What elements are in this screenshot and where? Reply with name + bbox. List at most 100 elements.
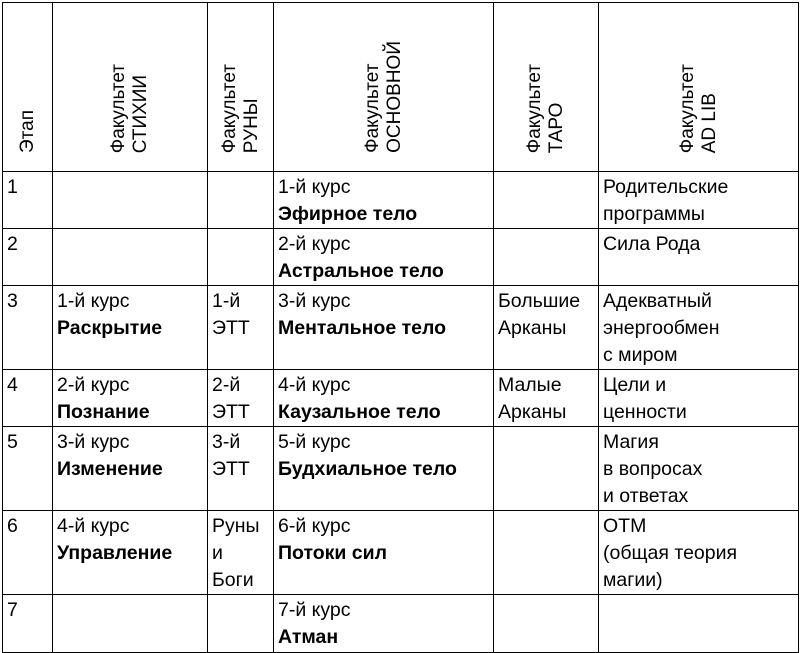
course-title: Изменение	[57, 458, 163, 480]
table-cell	[52, 228, 208, 286]
table-cell: Большие Арканы	[493, 285, 599, 370]
cell-text: энергообмен	[603, 317, 720, 339]
header-line: Факультет	[524, 63, 545, 153]
table-cell: Родительские программы	[598, 171, 799, 229]
cell-text: 2-й курс	[57, 374, 130, 396]
table-cell: 2-й курс Познание	[52, 369, 208, 427]
header-cell: Факультет ТАРО	[493, 2, 599, 172]
cell-text: 3-й курс	[57, 431, 130, 453]
course-title: Астральное тело	[278, 260, 444, 282]
cell-text: ЭТТ	[212, 317, 250, 339]
table-cell	[493, 510, 599, 595]
cell-text: Родительские	[603, 176, 729, 198]
table-cell	[207, 228, 274, 286]
table-cell	[52, 594, 208, 653]
course-title: Потоки сил	[278, 542, 388, 564]
course-title: Управление	[57, 542, 173, 564]
header-text: Факультет РУНЫ	[219, 64, 263, 153]
table-cell: 4-й курс Каузальное тело	[273, 369, 494, 427]
table-body: 1 1-й курс Эфирное тело Родительские програм…	[2, 171, 799, 653]
table-cell: 4	[2, 369, 53, 427]
cell-text: 1-й	[212, 290, 241, 312]
table-row: 5 3-й курс Изменение 3-й ЭТТ 5-й курс Будхиаль…	[2, 426, 799, 511]
cell-text: и	[212, 542, 223, 564]
cell-text: с миром	[603, 344, 678, 366]
table-cell: 7	[2, 594, 53, 653]
cell-text: 6-й курс	[278, 515, 351, 537]
table-cell: Цели и ценности	[598, 369, 799, 427]
table-cell	[598, 594, 799, 653]
table-row: 7 7-й курс Атман	[2, 594, 799, 653]
table-cell: Адекватный энергообмен с миром	[598, 285, 799, 370]
header-text: Этап	[17, 110, 39, 153]
table-cell: 3-й ЭТТ	[207, 426, 274, 511]
header-text: Факультет ОСНОВНОЙ	[362, 41, 406, 153]
cell-text: и ответах	[603, 485, 689, 507]
table-cell: 3-й курс Ментальное тело	[273, 285, 494, 370]
table-row: 6 4-й курс Управление Руны и Боги 6-й курс Пото…	[2, 510, 799, 595]
table-cell: 5	[2, 426, 53, 511]
cell-text: 3	[7, 290, 18, 312]
table-cell	[52, 171, 208, 229]
cell-text: 3-й	[212, 431, 241, 453]
cell-text: 7	[7, 599, 18, 621]
cell-text: Магия	[603, 431, 659, 453]
table-cell	[493, 228, 599, 286]
course-title: Раскрытие	[57, 317, 163, 339]
table-cell	[207, 594, 274, 653]
cell-text: Руны	[212, 515, 260, 537]
course-title: Эфирное тело	[278, 203, 418, 225]
table-cell: 3-й курс Изменение	[52, 426, 208, 511]
table-cell	[493, 594, 599, 653]
header-line: Факультет	[361, 63, 383, 153]
table-cell: ОТМ (общая теория магии)	[598, 510, 799, 595]
table-cell: 7-й курс Атман	[273, 594, 494, 653]
course-title: Каузальное тело	[278, 401, 441, 423]
cell-text: Арканы	[498, 317, 567, 339]
table-row: 4 2-й курс Познание 2-й ЭТТ 4-й курс Каузально…	[2, 369, 799, 427]
cell-text: ценности	[603, 401, 687, 423]
table-cell: 5-й курс Будхиальное тело	[273, 426, 494, 511]
cell-text: программы	[603, 203, 705, 225]
header-line: Этап	[16, 109, 38, 153]
cell-text: магии)	[603, 569, 663, 591]
course-title: Атман	[278, 626, 339, 648]
table-cell: Руны и Боги	[207, 510, 274, 595]
cell-text: 3-й курс	[278, 290, 351, 312]
cell-text: 1	[7, 176, 18, 198]
header-line: Факультет	[676, 63, 698, 153]
table-cell: 2-й курс Астральное тело	[273, 228, 494, 286]
header-text: Факультет ТАРО	[524, 64, 568, 153]
cell-text: 1-й курс	[278, 176, 351, 198]
cell-text: ОТМ	[603, 515, 647, 537]
header-row: Этап Факультет СТИХИИ Факультет РУНЫ Факульте…	[2, 2, 799, 172]
course-title: Ментальное тело	[278, 317, 447, 339]
table-cell: 6	[2, 510, 53, 595]
cell-text: (общая теория	[603, 542, 738, 564]
header-cell: Факультет ОСНОВНОЙ	[273, 2, 494, 172]
header-line: ТАРО	[546, 102, 567, 153]
table-cell: 4-й курс Управление	[52, 510, 208, 595]
header-line: AD LIB	[698, 92, 720, 153]
cell-text: 7-й курс	[278, 599, 351, 621]
cell-text: ЭТТ	[212, 458, 250, 480]
header-line: Факультет	[108, 63, 129, 153]
cell-text: Цели и	[603, 374, 667, 396]
table-cell: 2	[2, 228, 53, 286]
table-row: 1 1-й курс Эфирное тело Родительские програм…	[2, 171, 799, 229]
course-title: Будхиальное тело	[278, 458, 457, 480]
cell-text: Арканы	[498, 401, 567, 423]
table-cell: 3	[2, 285, 53, 370]
table-cell: 1-й курс Раскрытие	[52, 285, 208, 370]
cell-text: 4-й курс	[278, 374, 351, 396]
cell-text: 5-й курс	[278, 431, 351, 453]
table-cell: Сила Рода	[598, 228, 799, 286]
header-line: СТИХИИ	[130, 74, 151, 153]
header-line: ОСНОВНОЙ	[383, 41, 405, 153]
cell-text: 2	[7, 233, 18, 255]
cell-text: 2-й курс	[278, 233, 351, 255]
cell-text: 2-й	[212, 374, 241, 396]
table-row: 3 1-й курс Раскрытие 1-й ЭТТ 3-й курс Ментальн…	[2, 285, 799, 370]
